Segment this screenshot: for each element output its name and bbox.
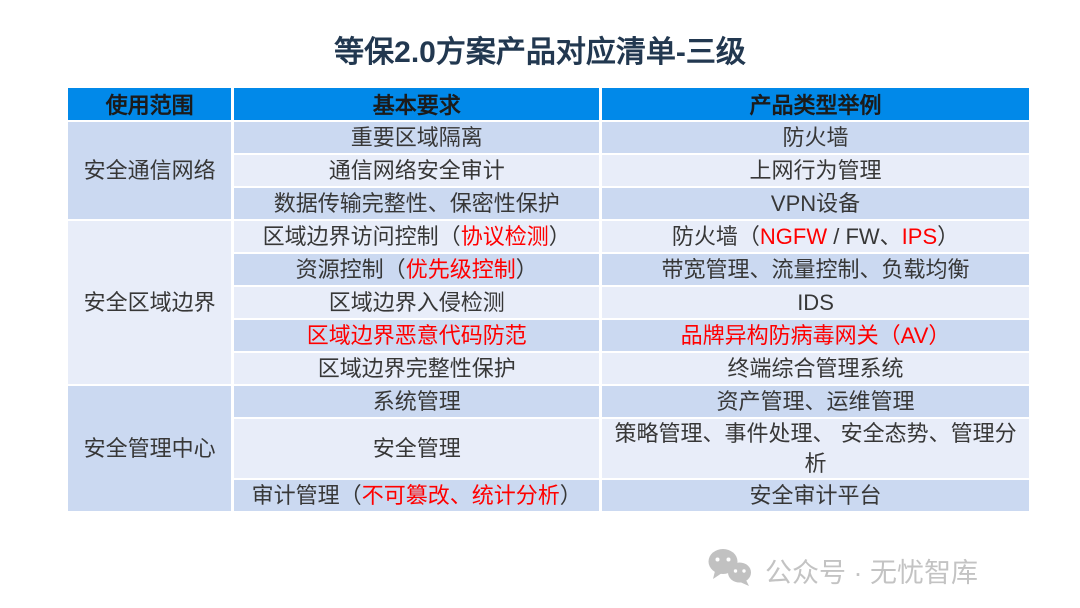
product-cell: 品牌异构防病毒网关（AV） (602, 320, 1029, 351)
cell-text: 防火墙 (782, 124, 849, 150)
product-cell: 策略管理、事件处理、 安全态势、管理分析 (602, 419, 1029, 479)
requirement-cell: 区域边界完整性保护 (234, 353, 600, 384)
highlight-text: IPS (901, 223, 938, 249)
cell-text: ） (559, 483, 582, 509)
scope-cell: 安全区域边界 (68, 221, 232, 384)
table-row: 区域边界入侵检测 IDS (68, 287, 1029, 318)
table-row: 安全管理中心 系统管理 资产管理、运维管理 (68, 386, 1029, 512)
col-header-product: 产品类型举例 (602, 88, 1029, 120)
cell-text: 区域边界访问控制（ (262, 223, 461, 249)
cell-text: 策略管理、事件处理、 安全态势、管理分析 (614, 421, 1017, 476)
requirement-cell: 通信网络安全审计 (234, 155, 600, 186)
highlight-text: 区域边界恶意代码防范 (306, 322, 527, 348)
cell-text: 终端综合管理系统 (727, 355, 904, 381)
scope-cell: 安全通信网络 (68, 122, 232, 219)
cell-text: 数据传输完整性、保密性保护 (273, 190, 560, 216)
requirement-cell: 重要区域隔离 (234, 122, 600, 153)
scope-cell: 安全管理中心 (68, 386, 232, 512)
highlight-text: NGFW (759, 223, 828, 249)
requirement-cell: 区域边界恶意代码防范 (234, 320, 600, 351)
product-cell: 资产管理、运维管理 (602, 386, 1029, 417)
wechat-icon (705, 546, 755, 595)
cell-text: 带宽管理、流量控制、负载均衡 (661, 256, 970, 282)
cell-text: 区域边界入侵检测 (328, 289, 505, 315)
cell-text: / FW、 (827, 223, 902, 249)
col-header-scope: 使用范围 (68, 88, 232, 120)
requirement-cell: 审计管理（不可篡改、统计分析） (234, 480, 600, 512)
cell-text: 资源控制（ (295, 256, 406, 282)
cell-text: 区域边界完整性保护 (317, 355, 516, 381)
page-title: 等保2.0方案产品对应清单-三级 (334, 36, 746, 69)
highlight-text: 不可篡改、统计分析 (361, 483, 560, 509)
cell-text: ） (515, 256, 538, 282)
product-cell: VPN设备 (602, 188, 1029, 219)
product-cell: IDS (602, 287, 1029, 318)
cell-text: 防火墙（ (671, 223, 760, 249)
watermark-text: 公众号 · 无忧智库 (765, 558, 978, 588)
table-row: 审计管理（不可篡改、统计分析） 安全审计平台 (68, 480, 1029, 512)
cell-text: 系统管理 (372, 388, 461, 414)
product-cell: 防火墙 (602, 122, 1029, 153)
cell-text: 重要区域隔离 (350, 124, 483, 150)
product-cell: 安全审计平台 (602, 480, 1029, 512)
product-cell: 带宽管理、流量控制、负载均衡 (602, 254, 1029, 285)
product-mapping-table: 使用范围 基本要求 产品类型举例 安全通信网络 重要区域隔离 防火墙通信网络安全审计… (65, 86, 1032, 513)
cell-text: ） (548, 223, 571, 249)
cell-text: 安全管理 (372, 435, 461, 461)
requirement-cell: 区域边界入侵检测 (234, 287, 600, 318)
cell-text: ） (937, 223, 960, 249)
table-row: 通信网络安全审计 上网行为管理 (68, 155, 1029, 186)
product-cell: 上网行为管理 (602, 155, 1029, 186)
cell-text: 审计管理（ (251, 483, 362, 509)
table-row: 区域边界恶意代码防范 品牌异构防病毒网关（AV） (68, 320, 1029, 351)
product-cell: 终端综合管理系统 (602, 353, 1029, 384)
requirement-cell: 资源控制（优先级控制） (234, 254, 600, 285)
requirement-cell: 安全管理 (234, 419, 600, 479)
header-row: 使用范围 基本要求 产品类型举例 (68, 88, 1029, 120)
requirement-cell: 区域边界访问控制（协议检测） (234, 221, 600, 252)
watermark: 公众号 · 无忧智库 (705, 546, 978, 595)
col-header-requirement: 基本要求 (234, 88, 600, 120)
product-cell: 防火墙（NGFW / FW、IPS） (602, 221, 1029, 252)
cell-text: 安全审计平台 (749, 483, 882, 509)
table-row: 安全管理 策略管理、事件处理、 安全态势、管理分析 (68, 419, 1029, 479)
table-row: 区域边界完整性保护 终端综合管理系统 (68, 353, 1029, 384)
cell-text: 上网行为管理 (749, 157, 882, 183)
highlight-text: 品牌异构防病毒网关（AV） (680, 322, 951, 348)
highlight-text: 优先级控制 (405, 256, 516, 282)
cell-text: 通信网络安全审计 (328, 157, 505, 183)
table-row: 资源控制（优先级控制） 带宽管理、流量控制、负载均衡 (68, 254, 1029, 285)
highlight-text: 协议检测 (460, 223, 549, 249)
table-row: 安全区域边界 区域边界访问控制（协议检测） 防火墙（NGFW / FW、IPS） (68, 221, 1029, 384)
table-row: 数据传输完整性、保密性保护 VPN设备 (68, 188, 1029, 219)
requirement-cell: 数据传输完整性、保密性保护 (234, 188, 600, 219)
cell-text: IDS (797, 289, 834, 315)
table-row: 安全通信网络 重要区域隔离 防火墙 (68, 122, 1029, 219)
requirement-cell: 系统管理 (234, 386, 600, 417)
cell-text: 资产管理、运维管理 (716, 388, 915, 414)
cell-text: VPN设备 (770, 190, 861, 216)
